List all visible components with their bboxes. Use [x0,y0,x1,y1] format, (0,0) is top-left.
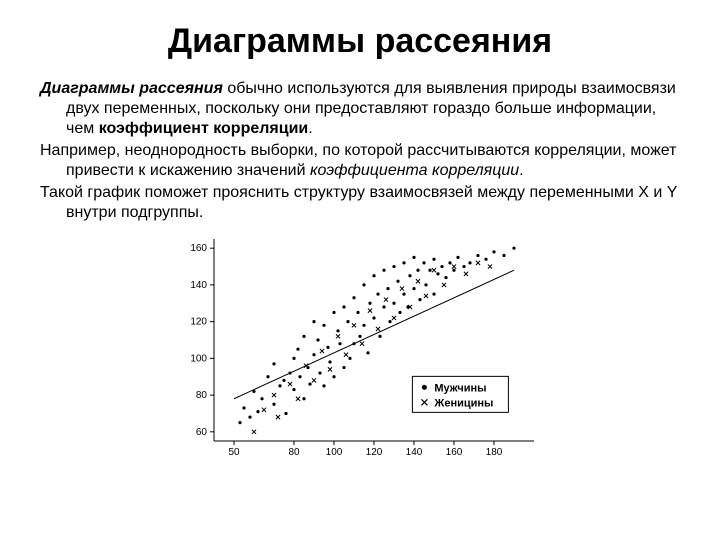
svg-text:160: 160 [446,447,463,458]
svg-text:80: 80 [196,390,208,401]
slide-root: Диаграммы рассеяния Диаграммы рассеяния … [0,0,720,540]
paragraph-3: Такой график поможет прояснить структуру… [40,183,680,223]
svg-text:50: 50 [228,447,240,458]
para1-period: . [308,120,312,137]
svg-text:120: 120 [190,317,207,328]
svg-text:100: 100 [326,447,343,458]
svg-text:100: 100 [190,353,207,364]
svg-text:80: 80 [288,447,300,458]
svg-text:Женицины: Женицины [433,397,493,409]
svg-text:Мужчины: Мужчины [434,382,486,394]
svg-text:140: 140 [190,280,207,291]
slide-title: Диаграммы рассеяния [40,22,680,61]
paragraph-1: Диаграммы рассеяния обычно используются … [40,79,680,139]
para1-bold-tail: коэффициент корреляции [99,120,309,137]
svg-text:60: 60 [196,427,208,438]
scatter-chart: 60 80 100 120 140 160 50 80 100 120 140 160 180 Мужчи… [180,233,540,463]
para1-lead: Диаграммы рассеяния [40,80,223,97]
body-text: Диаграммы рассеяния обычно используются … [40,79,680,223]
svg-text:160: 160 [190,243,207,254]
paragraph-2: Например, неоднородность выборки, по кот… [40,141,680,181]
para2-period: . [519,162,523,179]
svg-text:120: 120 [366,447,383,458]
svg-text:140: 140 [406,447,423,458]
svg-text:180: 180 [486,447,503,458]
chart-container: 60 80 100 120 140 160 50 80 100 120 140 160 180 Мужчи… [40,233,680,463]
para2-italic: коэффициента корреляции [310,162,519,179]
